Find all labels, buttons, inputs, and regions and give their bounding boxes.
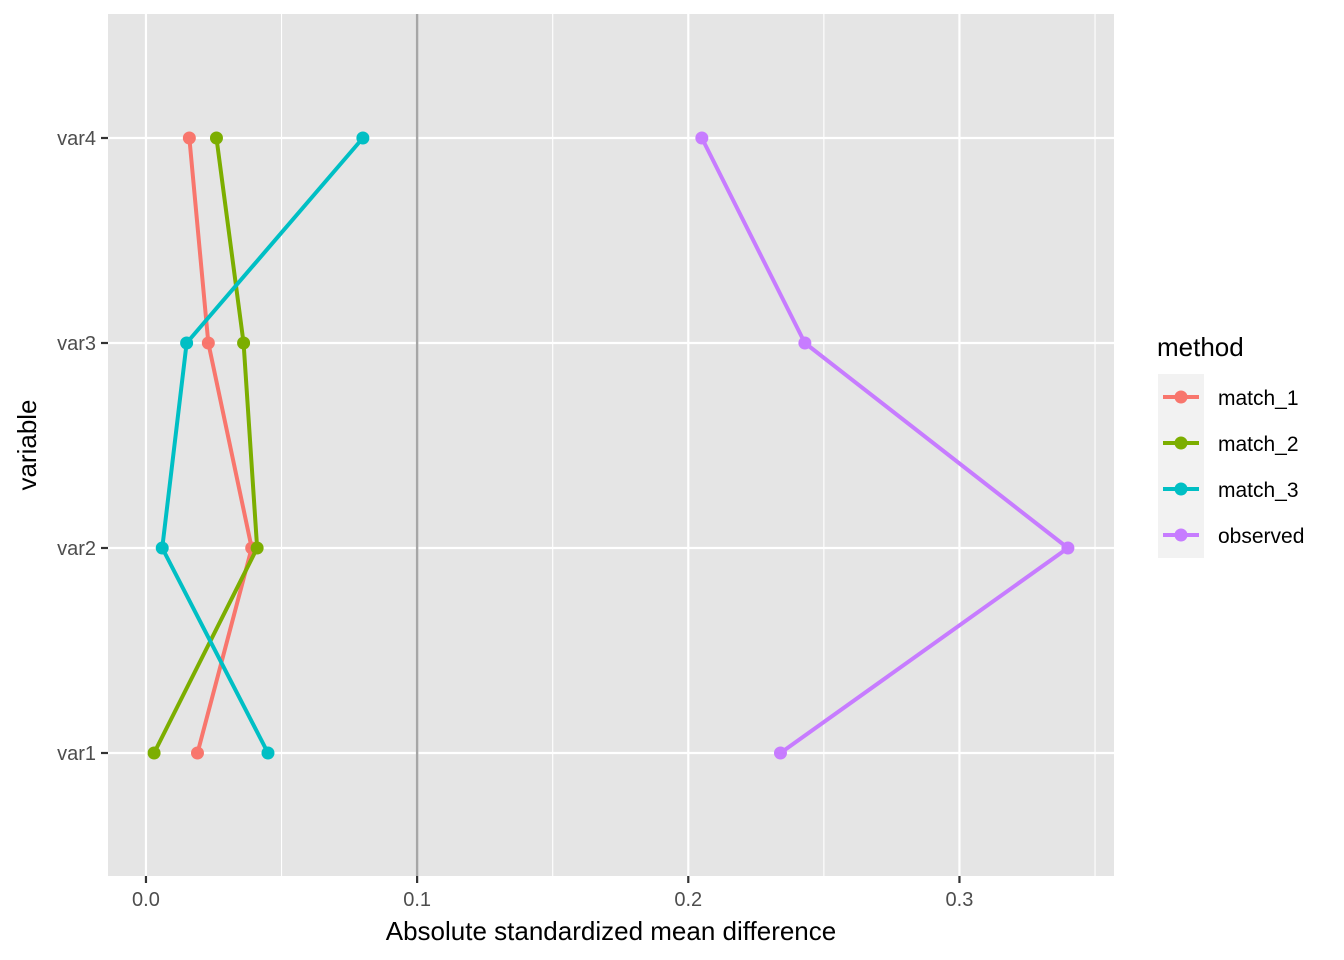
legend-item-observed: observed	[1163, 525, 1304, 548]
legend-key-point-match_2	[1174, 436, 1188, 450]
x-tick-label-3: 0.3	[946, 889, 974, 911]
legend-label-match_2: match_2	[1218, 433, 1299, 456]
legend-label-match_1: match_1	[1218, 387, 1299, 410]
legend-label-match_3: match_3	[1218, 479, 1299, 502]
point-match_2-var2	[250, 541, 264, 555]
point-observed-var4	[695, 131, 709, 145]
x-tick-label-0: 0.0	[132, 889, 160, 911]
series-line-match_1	[187, 137, 254, 754]
legend-key-point-match_1	[1174, 390, 1188, 404]
point-observed-var2	[1061, 541, 1075, 555]
y-tick-label-var3: var3	[57, 333, 96, 355]
x-axis: 0.0 0.1 0.2 0.3	[132, 876, 973, 911]
series-layer	[147, 131, 1075, 760]
series-line-observed	[700, 137, 1070, 755]
point-match_3-var4	[356, 131, 370, 145]
y-axis: var1 var2 var3 var4	[57, 128, 108, 765]
y-tick-label-var4: var4	[57, 128, 96, 150]
legend-label-observed: observed	[1218, 525, 1304, 548]
y-tick-label-var1: var1	[57, 743, 96, 765]
point-match_2-var1	[147, 746, 161, 760]
x-axis-title: Absolute standardized mean difference	[386, 916, 836, 946]
point-match_3-var1	[261, 746, 275, 760]
point-match_2-var4	[209, 131, 223, 145]
point-match_3-var3	[180, 336, 194, 350]
series-match_3	[155, 131, 370, 760]
legend-title: method	[1157, 332, 1244, 362]
legend: method match_1 match_2 match_3 observed	[1157, 332, 1304, 558]
minor-gridlines	[280, 14, 1096, 876]
series-observed	[695, 131, 1075, 760]
point-match_2-var3	[237, 336, 251, 350]
series-line-match_2	[152, 137, 260, 754]
legend-key-point-observed	[1174, 528, 1188, 542]
series-match_2	[147, 131, 264, 760]
x-tick-label-1: 0.1	[403, 889, 431, 911]
legend-item-match_3: match_3	[1163, 479, 1299, 502]
point-match_3-var2	[155, 541, 169, 555]
plot-panel	[108, 14, 1114, 876]
point-match_1-var1	[190, 746, 204, 760]
legend-item-match_2: match_2	[1163, 433, 1299, 456]
legend-key-point-match_3	[1174, 482, 1188, 496]
y-axis-title: variable	[12, 399, 42, 490]
point-match_1-var4	[182, 131, 196, 145]
point-observed-var1	[773, 746, 787, 760]
series-line-match_3	[160, 136, 365, 754]
legend-key-background	[1158, 374, 1204, 558]
legend-item-match_1: match_1	[1163, 387, 1299, 410]
x-tick-label-2: 0.2	[674, 889, 702, 911]
point-observed-var3	[798, 336, 812, 350]
point-match_1-var3	[201, 336, 215, 350]
y-tick-label-var2: var2	[57, 538, 96, 560]
